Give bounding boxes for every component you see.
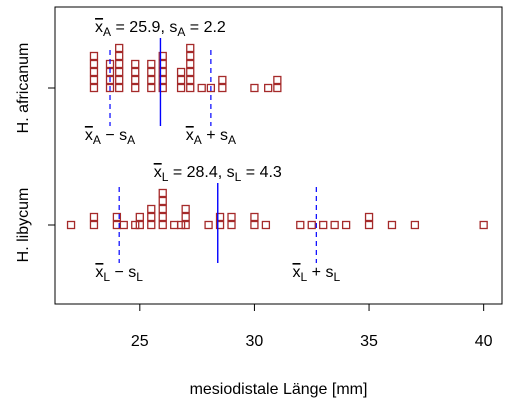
stats-label: xL = 28.4, sL = 4.3: [154, 164, 282, 184]
data-point: [112, 212, 122, 222]
x-tick-label: 25: [131, 333, 149, 350]
data-point: [135, 212, 144, 222]
data-point: [158, 51, 167, 61]
data-point: [105, 75, 115, 85]
data-point: [115, 83, 124, 93]
data-point: [158, 204, 167, 214]
data-point: [218, 83, 227, 93]
data-point: [227, 220, 236, 230]
data-point: [261, 220, 271, 230]
data-point: [115, 75, 124, 85]
data-point: [131, 83, 140, 93]
data-point: [89, 83, 99, 93]
data-point: [206, 83, 216, 93]
x-axis-label: mesiodistale Länge [mm]: [190, 381, 368, 398]
data-point: [181, 204, 190, 214]
stats-label: xA = 25.9, sA = 2.2: [95, 19, 226, 39]
data-point: [387, 220, 397, 230]
data-point: [131, 59, 140, 69]
plot-frame: [54, 6, 503, 305]
data-point: [158, 188, 167, 198]
data-point: [158, 75, 167, 85]
data-point: [105, 83, 115, 93]
data-point: [186, 67, 195, 77]
x-tick-label: 30: [246, 333, 264, 350]
sd-upper-label: xL + sL: [293, 264, 341, 284]
data-point: [341, 220, 351, 230]
data-point: [319, 220, 328, 230]
data-point: [89, 220, 99, 230]
data-point: [158, 67, 167, 77]
data-point: [250, 83, 259, 93]
data-point: [186, 51, 195, 61]
data-point: [115, 43, 124, 53]
data-point: [204, 220, 213, 230]
data-point: [170, 220, 179, 230]
data-point: [364, 220, 374, 230]
data-point: [186, 43, 195, 53]
data-point: [66, 220, 76, 230]
data-point: [176, 220, 186, 230]
data-point: [186, 83, 195, 93]
data-point: [250, 220, 259, 230]
data-point: [158, 83, 167, 93]
data-point: [364, 212, 374, 222]
data-point: [158, 220, 167, 230]
group-label: H. africanum: [15, 43, 32, 134]
data-point: [89, 51, 99, 61]
data-point: [250, 212, 259, 222]
data-point: [186, 59, 195, 69]
data-point: [131, 67, 140, 77]
data-point: [197, 83, 206, 93]
data-point: [176, 83, 186, 93]
sd-upper-label: xA + sA: [186, 127, 236, 147]
data-point: [215, 212, 225, 222]
data-point: [135, 220, 144, 230]
data-point: [147, 59, 156, 69]
data-point: [147, 220, 156, 230]
data-point: [410, 220, 420, 230]
data-point: [115, 51, 124, 61]
data-point: [176, 75, 186, 85]
data-point: [158, 196, 167, 206]
data-point: [264, 83, 273, 93]
data-point: [181, 212, 190, 222]
data-point: [273, 75, 282, 85]
data-point: [147, 83, 156, 93]
data-point: [147, 212, 156, 222]
group-label: H. libycum: [15, 188, 32, 263]
data-point: [131, 220, 140, 230]
data-point: [89, 67, 99, 77]
data-point: [479, 220, 488, 230]
data-point: [131, 75, 140, 85]
data-point: [147, 75, 156, 85]
sd-lower-label: xL − sL: [95, 264, 143, 284]
sd-lower-label: xA − sA: [85, 127, 135, 147]
data-point: [158, 59, 167, 69]
data-point: [296, 220, 305, 230]
data-point: [330, 220, 339, 230]
data-point: [115, 59, 124, 69]
data-point: [89, 212, 99, 222]
data-point: [158, 212, 167, 222]
data-point: [186, 75, 195, 85]
data-point: [227, 212, 236, 222]
data-point: [89, 59, 99, 69]
data-point: [215, 220, 225, 230]
data-point: [119, 220, 128, 230]
data-point: [115, 67, 124, 77]
data-point: [181, 220, 190, 230]
data-point: [307, 220, 316, 230]
data-point: [147, 204, 156, 214]
data-point: [147, 67, 156, 77]
data-point: [218, 75, 227, 85]
data-point: [273, 83, 282, 93]
data-point: [176, 67, 186, 77]
x-tick-label: 40: [475, 333, 493, 350]
data-point: [89, 75, 99, 85]
x-tick-label: 35: [360, 333, 378, 350]
